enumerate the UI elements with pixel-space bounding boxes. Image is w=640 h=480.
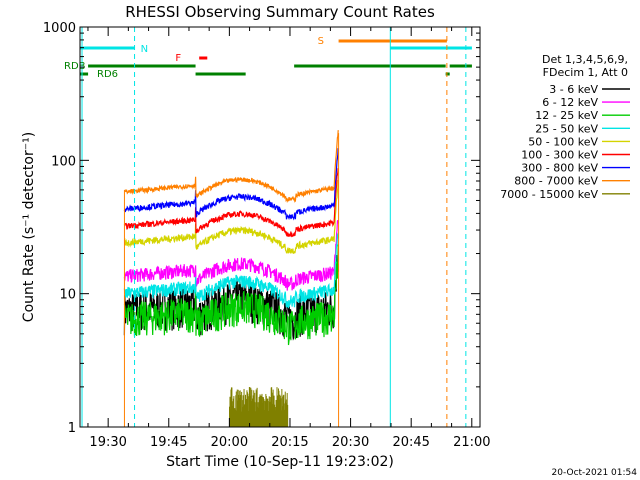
legend-label: 6 - 12 keV: [542, 96, 598, 109]
x-tick-label: 20:15: [271, 435, 308, 450]
legend-label: 300 - 800 keV: [521, 162, 598, 175]
x-tick-label: 21:00: [453, 435, 490, 450]
y-axis-label: Count Rate (s⁻¹ detector⁻¹): [21, 132, 37, 322]
legend: Det 1,3,4,5,6,9,FDecim 1, Att 0 3 - 6 keV…: [500, 53, 630, 201]
flag-label-rdb: RDB: [64, 61, 86, 72]
legend-label: 7000 - 15000 keV: [500, 188, 598, 201]
plot-frame: [79, 26, 481, 428]
legend-label: 50 - 100 keV: [528, 135, 598, 148]
legend-label: 25 - 50 keV: [535, 122, 598, 135]
legend-header: FDecim 1, Att 0: [543, 66, 628, 79]
chart-title: RHESSI Observing Summary Count Rates: [125, 3, 435, 21]
series-7000-15000-keV: [228, 387, 289, 427]
y-tick-label: 10: [59, 288, 76, 303]
x-tick-label: 19:30: [89, 435, 126, 450]
data-curves: [123, 130, 340, 427]
y-tick-label: 100: [51, 154, 76, 169]
y-tick-label: 1: [68, 421, 76, 436]
axis-ticks: 19:30 19:45 20:00 20:15 20:30 20:45 21:00 1 10 10…: [43, 21, 491, 450]
series-25-50-keV: [123, 231, 339, 309]
series-100-300-keV: [123, 168, 339, 238]
flag-layer: RDB RD6 N F S: [64, 27, 472, 427]
legend-header: Det 1,3,4,5,6,9,: [542, 53, 628, 66]
x-tick-label: 20:00: [211, 435, 248, 450]
series-12-25-keV: [123, 244, 339, 346]
timestamp-label: 20-Oct-2021 01:54: [552, 468, 638, 478]
flag-label-s: S: [318, 36, 324, 47]
x-tick-label: 20:45: [392, 435, 429, 450]
y-tick-label: 1000: [43, 21, 76, 36]
legend-label: 12 - 25 keV: [535, 109, 598, 122]
series-50-100-keV: [123, 179, 339, 254]
flag-label-n: N: [141, 44, 148, 55]
x-axis-label: Start Time (10-Sep-11 19:23:02): [166, 454, 394, 470]
series-800-7000-keV: [124, 130, 339, 204]
legend-label: 100 - 300 keV: [521, 149, 598, 162]
series-6-12-keV: [123, 219, 339, 291]
flag-label-f: F: [175, 53, 181, 64]
series-300-800-keV: [123, 148, 339, 221]
legend-label: 3 - 6 keV: [549, 83, 598, 96]
x-tick-label: 19:45: [150, 435, 187, 450]
flag-label-rd6: RD6: [97, 69, 118, 80]
legend-label: 800 - 7000 keV: [514, 175, 598, 188]
x-tick-label: 20:30: [332, 435, 369, 450]
